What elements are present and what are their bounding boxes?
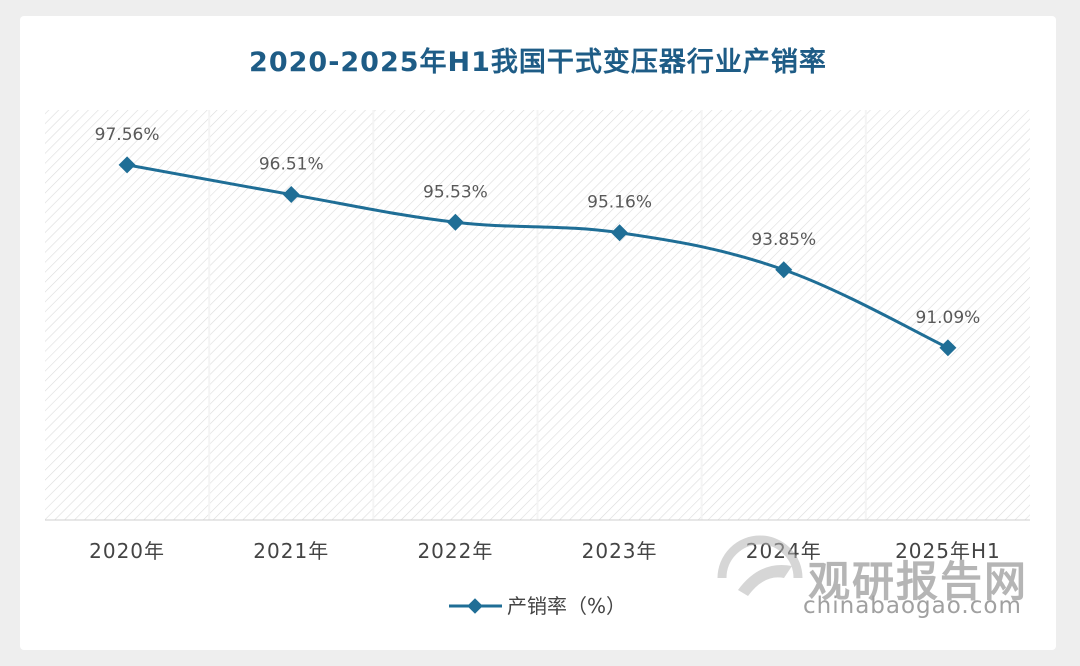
chart-title: 2020-2025年H1我国干式变压器行业产销率 <box>249 47 827 78</box>
data-point <box>446 213 464 231</box>
data-point <box>611 224 629 242</box>
data-label: 96.51% <box>259 155 324 175</box>
data-label: 97.56% <box>95 125 160 145</box>
data-point <box>775 261 793 279</box>
data-label: 91.09% <box>916 308 981 328</box>
x-tick-label: 2025年H1 <box>895 539 1001 563</box>
watermark-name: 观研报告网 <box>808 557 1029 606</box>
data-point <box>282 186 300 204</box>
data-point <box>939 339 957 357</box>
data-label: 93.85% <box>751 230 816 250</box>
x-tick-label: 2020年 <box>89 539 165 563</box>
data-point <box>118 156 136 174</box>
legend-label: 产销率（%） <box>507 594 626 618</box>
legend-diamond-marker <box>467 598 483 614</box>
x-tick-label: 2021年 <box>253 539 329 563</box>
data-label: 95.16% <box>587 193 652 213</box>
legend: 产销率（%） <box>449 594 626 618</box>
data-label: 95.53% <box>423 182 488 202</box>
watermark-logo <box>716 535 804 622</box>
x-tick-label: 2023年 <box>582 539 658 563</box>
series-line <box>126 163 949 350</box>
watermark-url: chinabaogao.com <box>803 593 1022 619</box>
x-tick-label: 2022年 <box>417 539 493 563</box>
